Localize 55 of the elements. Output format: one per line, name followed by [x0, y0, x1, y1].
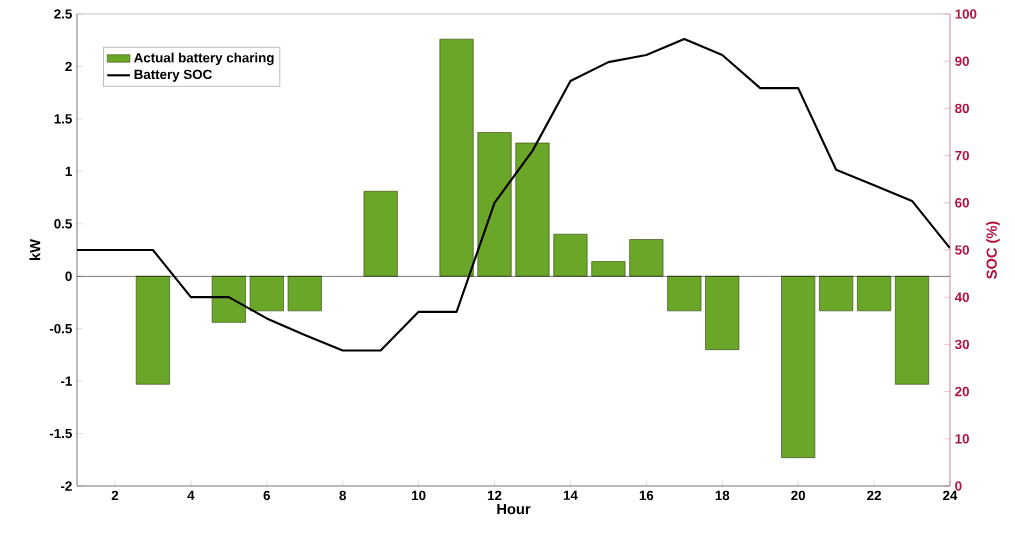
y-tick-label: 1.5 [54, 114, 72, 124]
x-tick-label: 22 [867, 490, 881, 501]
x-tick-label: 4 [187, 490, 195, 500]
y-tick-label: 2.5 [54, 9, 72, 19]
x-tick-label: 16 [639, 490, 654, 501]
y2-tick-label: 90 [955, 56, 969, 66]
x-axis-title: Hour [497, 503, 531, 515]
y-tick-label: 0 [65, 271, 72, 281]
x-tick-label: 20 [791, 490, 806, 501]
bar [591, 261, 626, 277]
y-tick-label: -1 [60, 376, 72, 386]
y-tick-label: -2 [60, 481, 72, 491]
bar [363, 190, 398, 277]
bar [781, 275, 816, 458]
x-tick-label: 24 [943, 490, 958, 501]
bar [249, 275, 284, 312]
x-tick-label: 8 [339, 490, 346, 501]
y2-tick-label: 30 [955, 339, 969, 350]
y-tick-label: -0.5 [49, 323, 72, 334]
y2-tick-label: 70 [955, 150, 969, 161]
y2-tick-label: 100 [955, 9, 977, 19]
y-tick-label: 2 [65, 61, 72, 72]
bar [135, 275, 170, 385]
bar [553, 233, 588, 277]
y2-tick-label: 10 [955, 434, 969, 444]
x-tick-label: 2 [111, 490, 119, 501]
y2-tick-label: 40 [954, 292, 969, 302]
bar [477, 132, 512, 277]
y2-tick-label: 80 [955, 103, 969, 114]
x-tick-label: 12 [487, 490, 502, 501]
y2-tick-label: 50 [955, 245, 969, 255]
y-axis-title: kW [29, 239, 41, 260]
bar [287, 275, 322, 312]
x-tick-label: 18 [715, 490, 730, 501]
bar [211, 275, 246, 323]
legend-label: Actual battery charing [134, 52, 274, 66]
y2-tick-label: 20 [955, 386, 969, 397]
x-tick-label: 14 [563, 490, 578, 500]
legend-label: Battery SOC [134, 69, 212, 82]
x-tick-label: 10 [412, 490, 426, 501]
bar [667, 275, 702, 312]
bar [857, 275, 892, 312]
y2-tick-label: 0 [955, 481, 962, 491]
bar [819, 275, 854, 312]
y-tick-label: -1.5 [49, 428, 72, 439]
bar [894, 275, 930, 385]
y2-axis-title: SOC (%) [986, 221, 1000, 279]
y-tick-label: 0.5 [54, 219, 72, 229]
bar [439, 38, 474, 277]
y-tick-label: 1 [65, 166, 72, 176]
y2-tick-label: 60 [955, 198, 969, 208]
bar [629, 239, 664, 277]
x-tick-label: 6 [263, 490, 271, 501]
bar [705, 275, 740, 350]
bar [515, 142, 550, 277]
